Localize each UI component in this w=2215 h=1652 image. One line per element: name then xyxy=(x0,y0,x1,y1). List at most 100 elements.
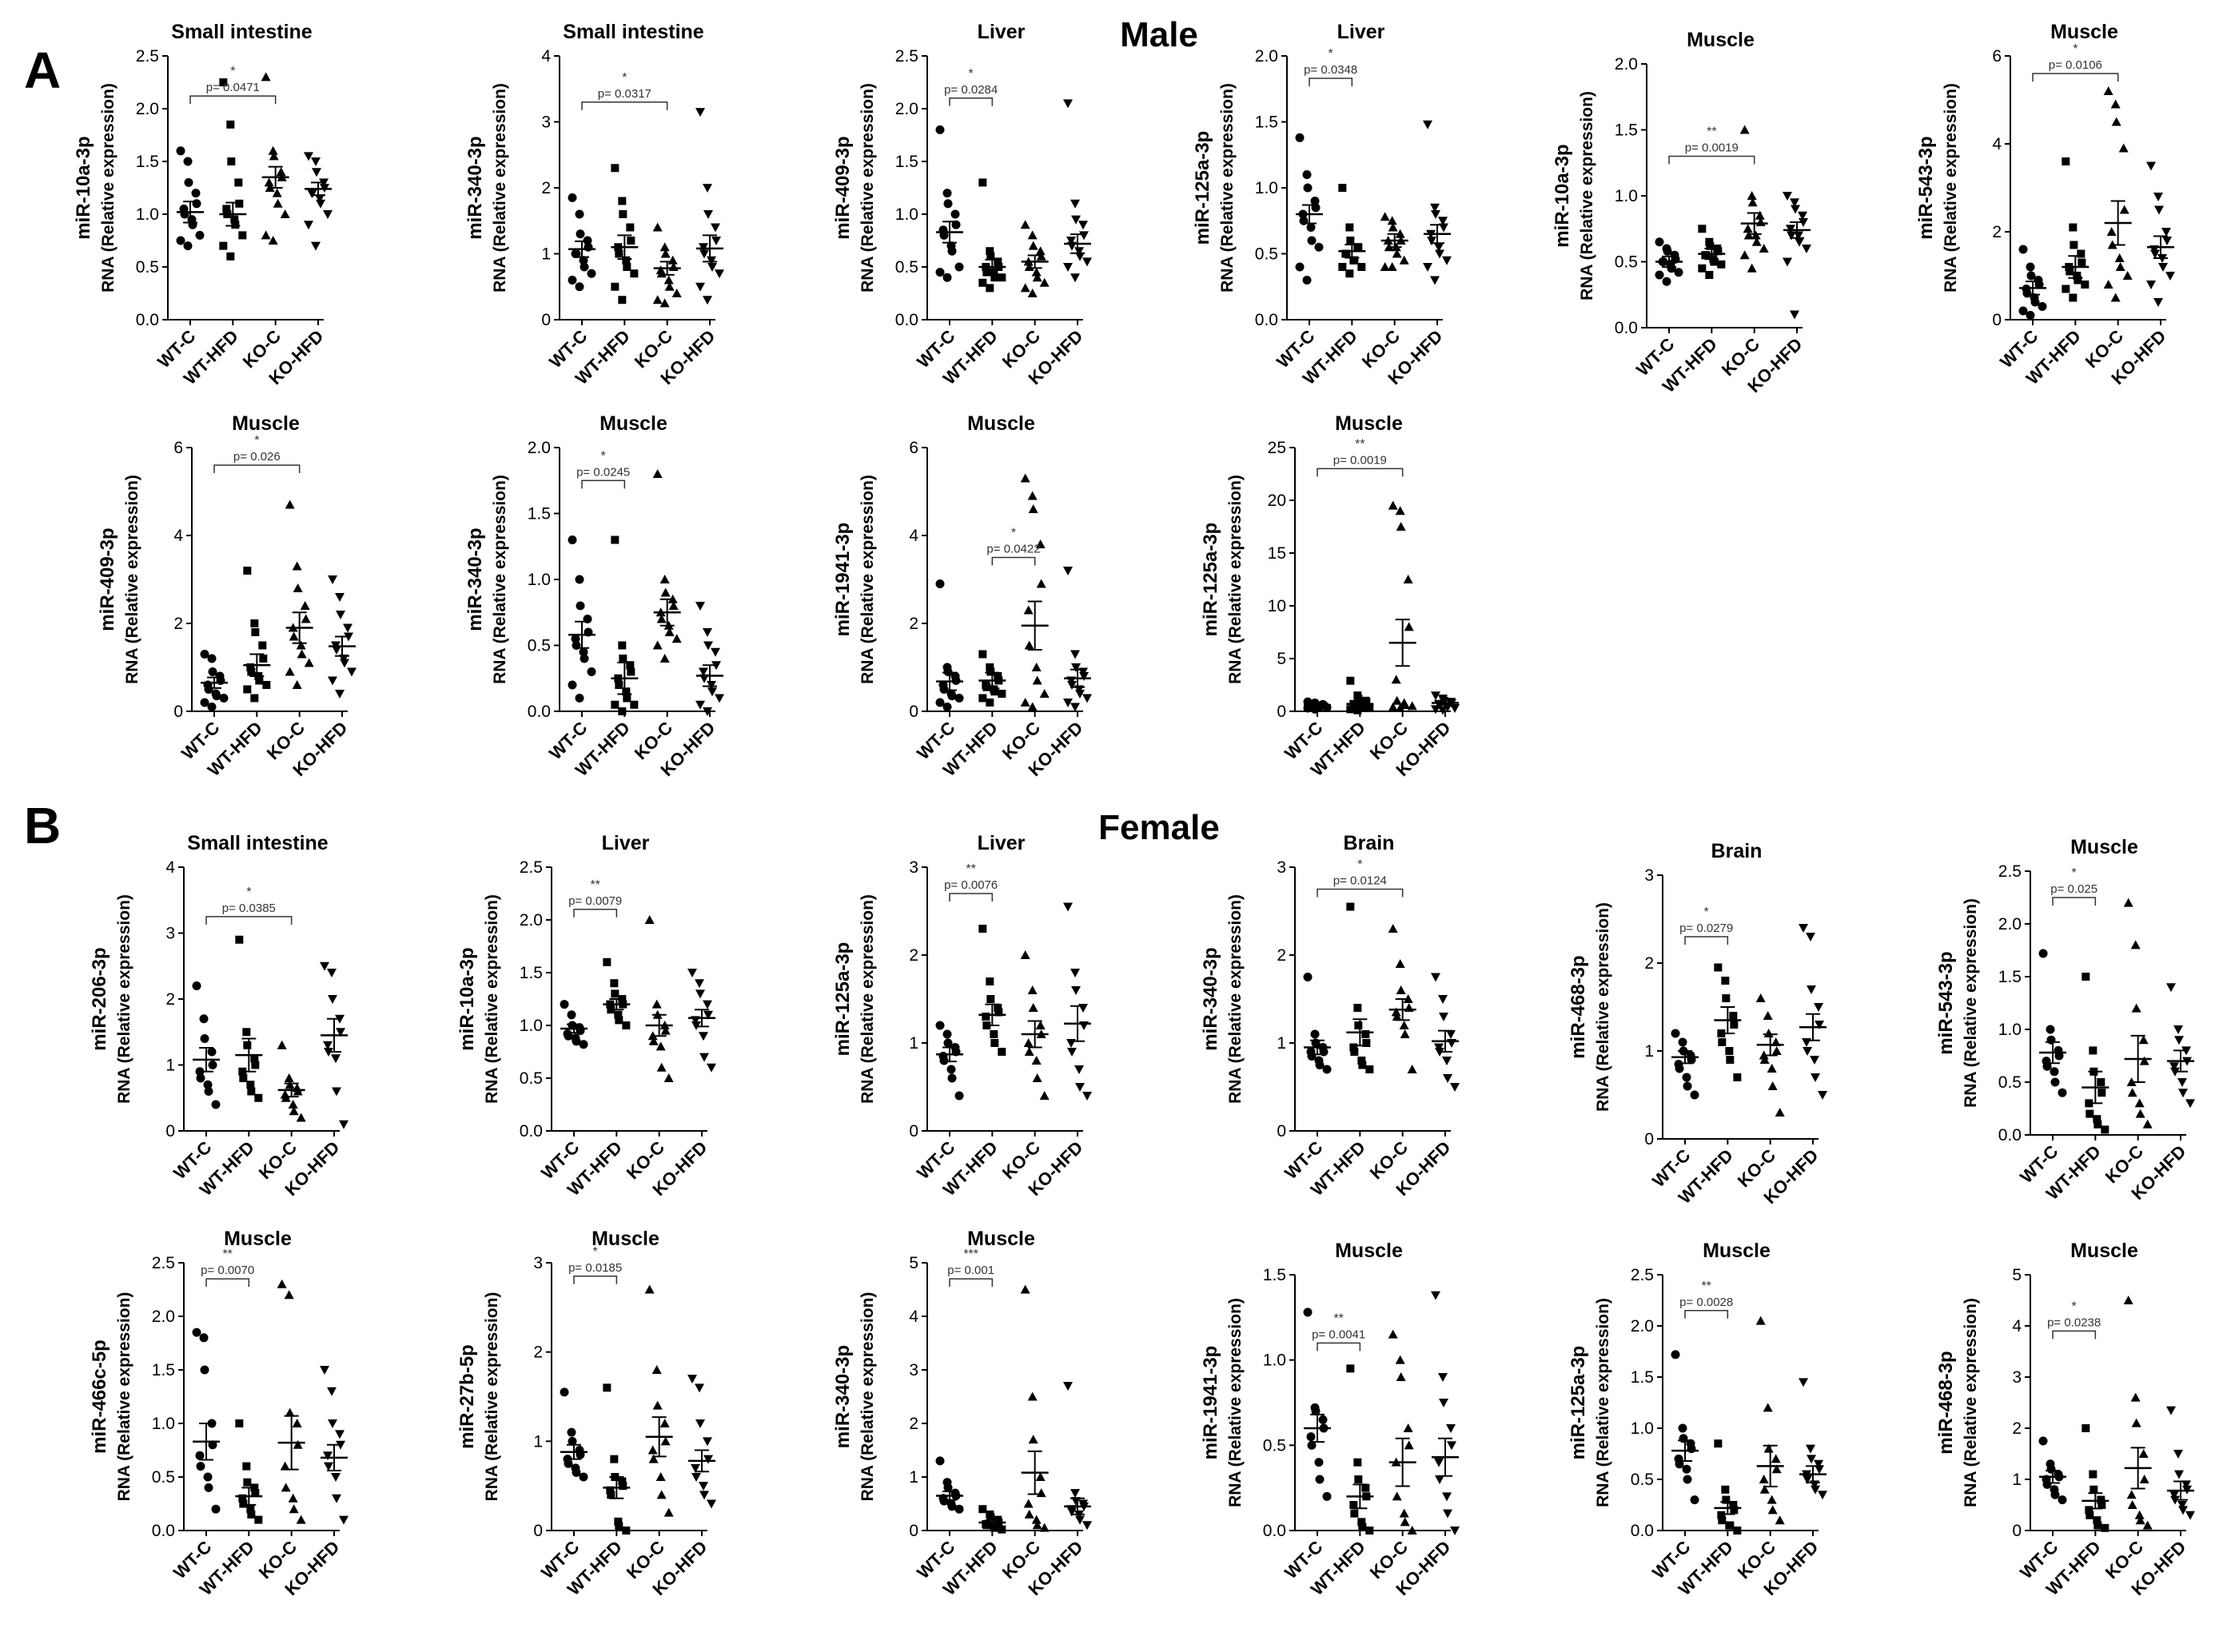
data-point xyxy=(1730,1506,1739,1515)
data-point xyxy=(1388,924,1398,933)
data-point xyxy=(255,676,264,685)
data-point xyxy=(1767,1064,1777,1073)
significance-bracket xyxy=(1317,1342,1361,1351)
y-tick-label: 1.0 xyxy=(1998,1021,2022,1039)
data-point xyxy=(942,703,952,711)
data-point xyxy=(986,977,994,985)
data-point xyxy=(2110,293,2121,302)
y-tick-label: 0.0 xyxy=(520,1122,543,1140)
data-point xyxy=(2138,1449,2149,1458)
data-point xyxy=(1346,676,1355,685)
p-value-label: p= 0.0284 xyxy=(944,83,998,97)
data-point xyxy=(2070,241,2078,249)
data-point xyxy=(1302,276,1312,285)
data-point xyxy=(610,979,619,988)
p-value-label: p= 0.001 xyxy=(947,1264,994,1277)
y-tick-label: 3 xyxy=(1644,866,1654,885)
scatter-panel: Muscle 0.0 0.5 1.0 1.5 miR-1941-3p RNA (Relati… xyxy=(1200,1240,1460,1599)
data-point xyxy=(986,995,995,1003)
data-point xyxy=(268,236,278,245)
data-point xyxy=(1811,1073,1820,1082)
data-point xyxy=(1759,1475,1769,1483)
data-point xyxy=(300,601,310,610)
data-point xyxy=(1747,263,1757,273)
data-point xyxy=(2018,245,2028,254)
data-point xyxy=(2154,205,2164,215)
panel-title: Small intestine xyxy=(563,21,704,43)
y-axis-label-units: RNA (Relative expression) xyxy=(1962,898,1980,1108)
data-point xyxy=(947,691,957,701)
data-point xyxy=(1310,704,1320,714)
y-axis-label-units: RNA (Relative expression) xyxy=(115,894,133,1104)
y-tick-label: 0 xyxy=(909,1122,918,1140)
data-point xyxy=(1423,263,1432,272)
data-point xyxy=(606,1486,615,1495)
significance-stars: ** xyxy=(1333,1312,1343,1325)
data-point xyxy=(982,1013,990,1021)
y-tick-label: 3 xyxy=(909,1361,918,1379)
data-point xyxy=(1438,217,1448,226)
data-point xyxy=(1678,1423,1687,1433)
significance-bracket xyxy=(1309,78,1353,87)
data-point xyxy=(1346,237,1355,245)
y-axis-label-units: RNA (Relative expression) xyxy=(859,1292,877,1502)
data-point xyxy=(659,654,670,663)
y-tick-label: 2 xyxy=(909,615,918,633)
data-point xyxy=(1070,199,1080,209)
data-point xyxy=(575,209,584,219)
data-point xyxy=(1763,1029,1774,1037)
data-point xyxy=(1739,125,1750,134)
data-point xyxy=(1345,223,1354,232)
data-point xyxy=(659,298,670,308)
significance-bracket xyxy=(213,464,301,473)
data-point xyxy=(1671,1029,1680,1038)
data-point xyxy=(1722,1495,1731,1504)
data-point xyxy=(1733,1073,1742,1081)
data-point xyxy=(203,1080,213,1089)
data-point xyxy=(203,1472,213,1482)
y-tick-label: 1 xyxy=(909,1034,918,1053)
data-point xyxy=(652,469,663,478)
data-point xyxy=(2126,1490,2137,1499)
data-point xyxy=(254,1515,263,1524)
data-point xyxy=(2181,1480,2191,1490)
y-tick-label: 1.5 xyxy=(1631,1368,1654,1387)
significance-stars: ** xyxy=(1701,1280,1711,1293)
data-point xyxy=(2106,227,2117,236)
y-tick-label: 0 xyxy=(1277,1122,1286,1140)
y-tick-label: 2.0 xyxy=(528,439,551,457)
data-point xyxy=(651,1365,662,1374)
y-tick-label: 0 xyxy=(541,311,551,329)
data-point xyxy=(335,690,345,699)
y-tick-label: 2.5 xyxy=(520,858,543,877)
data-point xyxy=(1387,216,1397,225)
data-point xyxy=(1802,245,1811,253)
data-point xyxy=(1400,1029,1410,1038)
data-point xyxy=(622,1527,631,1535)
data-point xyxy=(1807,1455,1816,1464)
data-point xyxy=(695,989,705,999)
data-point xyxy=(659,1419,670,1427)
data-point xyxy=(238,231,247,240)
y-tick-label: 0.5 xyxy=(152,1468,175,1487)
y-tick-label: 2.5 xyxy=(136,47,159,66)
data-point xyxy=(1663,246,1672,256)
data-point xyxy=(978,278,987,287)
data-point xyxy=(1395,1355,1405,1364)
data-point xyxy=(1404,622,1414,631)
significance-stars: * xyxy=(1357,858,1362,872)
data-point xyxy=(622,687,631,696)
panel-title: Liver xyxy=(1337,21,1385,43)
data-point xyxy=(1028,241,1038,250)
y-axis-label-units: RNA (Relative expression) xyxy=(115,1292,133,1502)
data-point xyxy=(1771,1046,1782,1055)
y-axis-label-units: RNA (Relative expression) xyxy=(859,475,877,684)
data-point xyxy=(939,1056,949,1065)
data-point xyxy=(2026,262,2035,272)
data-point xyxy=(2122,271,2133,280)
data-point xyxy=(703,296,712,305)
panel-title: Liver xyxy=(978,832,1026,854)
data-point xyxy=(1035,1472,1046,1481)
y-axis-label: miR-340-3p xyxy=(832,1345,854,1448)
data-point xyxy=(284,1073,294,1082)
